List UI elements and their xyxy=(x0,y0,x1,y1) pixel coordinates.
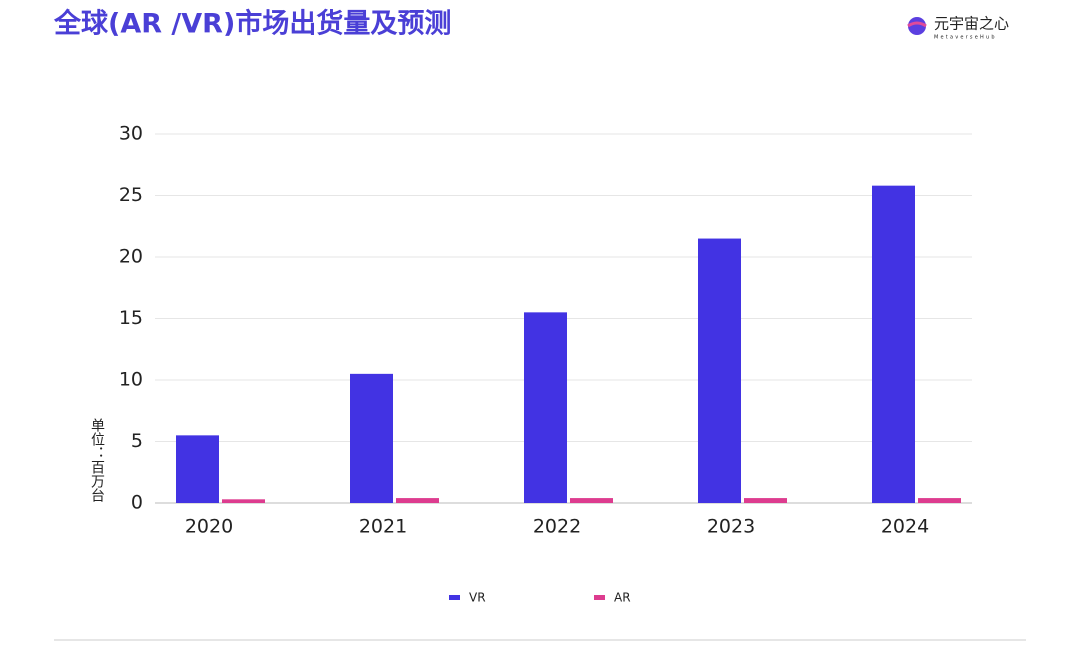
bar xyxy=(698,238,741,504)
bar xyxy=(350,373,393,503)
x-tick-label: 2021 xyxy=(359,516,407,538)
bar xyxy=(872,185,915,503)
bar xyxy=(222,499,265,503)
y-tick-label: 0 xyxy=(131,492,143,514)
legend-label: VR xyxy=(469,591,486,605)
y-tick-label: 20 xyxy=(119,246,143,268)
x-tick-label: 2022 xyxy=(533,516,581,538)
y-tick-label: 25 xyxy=(119,184,143,206)
legend-label: AR xyxy=(614,591,631,605)
logo: 元宇宙之心 MetaverseHub xyxy=(907,15,1009,41)
bar xyxy=(744,498,787,503)
legend-marker xyxy=(449,595,460,600)
bar xyxy=(396,498,439,503)
logo-icon-stripe xyxy=(907,21,927,28)
logo-icon xyxy=(908,17,926,35)
bar xyxy=(176,435,219,503)
bar xyxy=(570,498,613,503)
brand-sub: MetaverseHub xyxy=(934,35,997,41)
y-tick-label: 10 xyxy=(119,369,143,391)
y-tick-label: 30 xyxy=(119,123,143,145)
bar xyxy=(918,498,961,503)
y-tick-label: 5 xyxy=(131,430,143,452)
bar xyxy=(524,312,567,503)
x-tick-label: 2024 xyxy=(881,516,929,538)
x-tick-label: 2023 xyxy=(707,516,755,538)
brand: 元宇宙之心 xyxy=(934,15,1009,33)
chart-title: 全球(AR /VR)市场出货量及预测 xyxy=(53,8,451,40)
y-axis-label: 单位：百万台 xyxy=(89,418,105,502)
y-tick-label: 15 xyxy=(119,307,143,329)
x-tick-label: 2020 xyxy=(185,516,233,538)
legend-marker xyxy=(594,595,605,600)
